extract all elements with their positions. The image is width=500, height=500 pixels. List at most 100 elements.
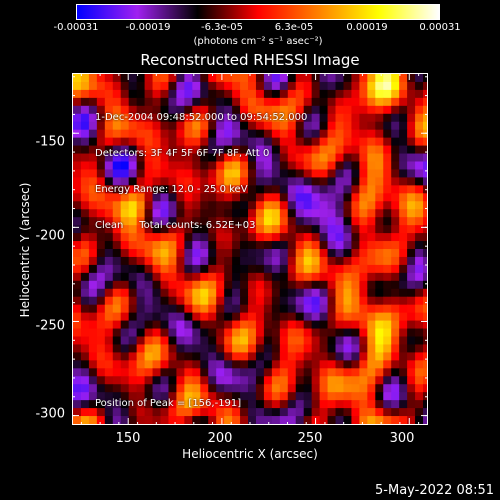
heatmap-cell: [327, 153, 337, 162]
heatmap-cell: [176, 368, 185, 377]
heatmap-cell: [96, 384, 106, 393]
heatmap-cell: [248, 225, 257, 234]
heatmap-cell: [335, 264, 344, 274]
heatmap-cell: [112, 193, 122, 202]
heatmap-cell: [176, 241, 185, 250]
heatmap-cell: [351, 129, 360, 139]
heatmap-cell: [240, 185, 249, 194]
heatmap-cell: [120, 145, 130, 155]
heatmap-cell: [216, 320, 225, 330]
heatmap-cell: [287, 272, 297, 282]
heatmap-cell: [399, 288, 408, 298]
heatmap-cell: [96, 153, 106, 162]
heatmap-cell: [136, 89, 146, 99]
heatmap-cell: [80, 129, 90, 139]
heatmap-cell: [232, 193, 241, 202]
heatmap-cell: [423, 288, 427, 298]
heatmap-cell: [351, 185, 360, 194]
heatmap-cell: [248, 97, 257, 107]
heatmap-cell: [224, 177, 233, 186]
heatmap-cell: [168, 201, 177, 210]
heatmap-cell: [128, 416, 138, 424]
heatmap-cell: [359, 121, 368, 131]
heatmap-cell: [232, 81, 241, 91]
heatmap-cell: [184, 336, 193, 345]
heatmap-cell: [287, 368, 297, 377]
heatmap-cell: [88, 344, 98, 353]
heatmap-cell: [423, 185, 427, 194]
heatmap-cell: [176, 320, 185, 330]
heatmap-cell: [240, 368, 249, 377]
heatmap-cell: [423, 105, 427, 115]
heatmap-cell: [287, 304, 297, 314]
heatmap-cell: [335, 360, 344, 369]
heatmap-cell: [208, 312, 217, 322]
heatmap-cell: [216, 304, 225, 314]
heatmap-cell: [216, 153, 225, 162]
heatmap-cell: [200, 400, 209, 409]
heatmap-cell: [208, 280, 217, 290]
heatmap-cell: [391, 264, 400, 274]
heatmap-cell: [216, 201, 225, 210]
heatmap-cell: [271, 400, 281, 409]
heatmap-cell: [375, 249, 384, 258]
heatmap-cell: [144, 392, 154, 401]
heatmap-cell: [399, 169, 408, 178]
heatmap-cell: [303, 256, 313, 266]
heatmap-cell: [80, 233, 90, 242]
heatmap-cell: [192, 344, 201, 353]
heatmap-cell: [128, 89, 138, 99]
heatmap-cell: [152, 328, 162, 337]
heatmap-cell: [184, 153, 193, 162]
heatmap-cell: [232, 384, 241, 393]
heatmap-cell: [279, 89, 289, 99]
heatmap-cell: [136, 328, 146, 337]
heatmap-cell: [351, 81, 360, 91]
heatmap-cell: [407, 113, 416, 123]
heatmap-cell: [279, 344, 289, 353]
heatmap-cell: [248, 209, 257, 218]
heatmap-cell: [423, 400, 427, 409]
heatmap-cell: [319, 256, 329, 266]
heatmap-cell: [343, 312, 352, 322]
heatmap-cell: [303, 360, 313, 369]
heatmap-cell: [208, 153, 217, 162]
heatmap-cell: [383, 256, 392, 266]
heatmap-cell: [271, 360, 281, 369]
heatmap-cell: [287, 264, 297, 274]
heatmap-cell: [279, 145, 289, 155]
heatmap-cell: [343, 217, 352, 226]
heatmap-cell: [176, 312, 185, 322]
heatmap-cell: [88, 280, 98, 290]
heatmap-cell: [248, 105, 257, 115]
heatmap-cell: [335, 113, 344, 123]
heatmap-cell: [383, 336, 392, 345]
heatmap-cell: [295, 312, 305, 322]
heatmap-cell: [343, 408, 352, 417]
heatmap-cell: [375, 121, 384, 131]
heatmap-cell: [168, 384, 177, 393]
heatmap-cell: [407, 280, 416, 290]
heatmap-cell: [263, 113, 273, 123]
heatmap-cell: [335, 304, 344, 314]
heatmap-cell: [407, 169, 416, 178]
heatmap-cell: [351, 89, 360, 99]
heatmap-cell: [192, 89, 201, 99]
heatmap-cell: [240, 264, 249, 274]
heatmap-cell: [415, 249, 424, 258]
heatmap-cell: [255, 161, 265, 170]
heatmap-cell: [144, 145, 154, 155]
heatmap-cell: [327, 241, 337, 250]
heatmap-cell: [271, 280, 281, 290]
heatmap-cell: [136, 344, 146, 353]
heatmap-cell: [192, 408, 201, 417]
heatmap-cell: [168, 320, 177, 330]
heatmap-cell: [271, 256, 281, 266]
heatmap-cell: [120, 185, 130, 194]
heatmap-cell: [232, 249, 241, 258]
heatmap-cell: [96, 376, 106, 385]
heatmap-cell: [224, 217, 233, 226]
heatmap-cell: [367, 121, 376, 131]
plot-area: 1-Dec-2004 09:48:52.000 to 09:54:52.000 …: [72, 73, 428, 425]
heatmap-cell: [120, 320, 130, 330]
